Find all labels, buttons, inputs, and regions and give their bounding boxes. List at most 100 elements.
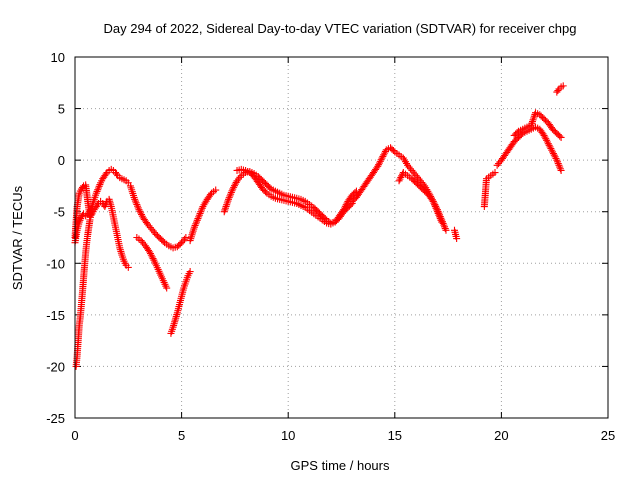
data-point	[93, 187, 101, 195]
data-point	[220, 208, 228, 216]
data-point	[545, 141, 553, 149]
data-point	[222, 202, 230, 210]
data-point	[124, 263, 132, 271]
data-point	[94, 184, 102, 192]
data-point	[546, 143, 554, 151]
data-point	[439, 219, 447, 227]
data-point	[223, 199, 231, 207]
data-point	[198, 204, 206, 212]
data-point	[438, 216, 446, 224]
data-point	[113, 170, 121, 178]
series-track-o	[510, 109, 565, 141]
data-point	[163, 284, 171, 292]
y-tick-label: 10	[51, 50, 65, 65]
data-point	[136, 207, 144, 215]
data-point	[134, 202, 142, 210]
series-track-g	[186, 186, 220, 245]
data-point	[191, 221, 199, 229]
series-track-j	[348, 144, 446, 226]
series-track-n	[493, 123, 565, 174]
data-point	[228, 187, 236, 195]
series-track-c	[72, 208, 96, 370]
data-point	[556, 163, 564, 171]
data-point	[340, 204, 348, 212]
data-point	[432, 202, 440, 210]
data-point	[146, 250, 154, 258]
data-point	[528, 118, 536, 126]
data-point	[87, 211, 95, 219]
data-point	[192, 220, 200, 228]
data-point	[221, 206, 229, 214]
y-tick-label: -15	[46, 308, 65, 323]
data-point	[438, 218, 446, 226]
data-point	[379, 152, 387, 160]
data-point	[102, 170, 110, 178]
data-point	[261, 188, 269, 196]
series-track-d	[126, 182, 190, 252]
data-point	[223, 201, 231, 209]
data-point	[559, 82, 567, 90]
data-point	[437, 214, 445, 222]
data-point	[92, 189, 100, 197]
series-track-l	[450, 226, 461, 243]
data-point	[552, 154, 560, 162]
y-tick-label: 5	[58, 102, 65, 117]
data-point	[557, 166, 565, 174]
data-point	[195, 211, 203, 219]
plot-frame	[74, 56, 609, 419]
data-point	[227, 188, 235, 196]
x-axis-label: GPS time / hours	[291, 458, 390, 473]
data-point	[88, 208, 96, 216]
data-point	[544, 140, 552, 148]
data-point	[180, 235, 188, 243]
data-point	[77, 215, 85, 223]
data-point	[440, 221, 448, 229]
data-point	[227, 190, 235, 198]
data-point	[148, 253, 156, 261]
data-point	[513, 129, 521, 137]
data-point	[225, 194, 233, 202]
data-point	[556, 165, 564, 173]
data-point	[553, 156, 561, 164]
data-point	[225, 195, 233, 203]
data-point	[434, 207, 442, 215]
data-point	[342, 201, 350, 209]
data-point	[229, 185, 237, 193]
data-point	[543, 138, 551, 146]
data-point	[378, 154, 386, 162]
data-point	[133, 200, 141, 208]
data-point	[94, 186, 102, 194]
data-point	[226, 192, 234, 200]
x-tick-label: 25	[601, 428, 615, 443]
data-point	[530, 114, 538, 122]
grid-layer	[75, 57, 608, 418]
data-point	[547, 145, 555, 153]
data-point	[541, 133, 549, 141]
data-point	[433, 204, 441, 212]
data-point	[230, 183, 238, 191]
series-track-f	[167, 268, 194, 337]
data-point	[491, 169, 499, 177]
data-point	[396, 175, 404, 183]
data-point	[134, 204, 142, 212]
data-point	[429, 197, 437, 205]
data-point	[380, 151, 388, 159]
data-point	[135, 206, 143, 214]
data-point	[138, 211, 146, 219]
series-track-e	[133, 234, 171, 292]
data-point	[76, 216, 84, 224]
data-point	[196, 209, 204, 217]
data-point	[147, 251, 155, 259]
data-point	[266, 184, 274, 192]
data-point	[146, 248, 154, 256]
data-point	[186, 268, 194, 276]
data-point	[149, 255, 157, 263]
data-point	[377, 156, 385, 164]
data-point	[375, 161, 383, 169]
data-point	[131, 197, 139, 205]
y-tick-label: -10	[46, 256, 65, 271]
data-point	[75, 218, 83, 226]
data-point	[193, 216, 201, 224]
